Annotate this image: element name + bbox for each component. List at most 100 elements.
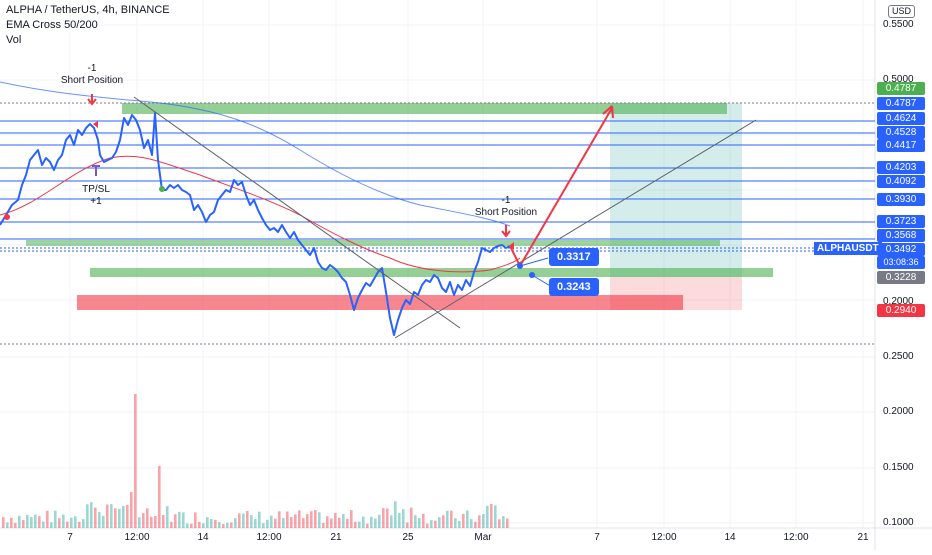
- volume-bar: [350, 510, 353, 528]
- volume-bar: [422, 513, 425, 528]
- volume-bar: [238, 513, 241, 528]
- grid-lines: [0, 0, 875, 528]
- price-tag: 0.4624: [877, 112, 925, 125]
- volume-bar: [470, 519, 473, 528]
- symbol-title[interactable]: ALPHA / TetherUS, 4h, BINANCE: [6, 4, 170, 16]
- resistance-zone[interactable]: [122, 103, 727, 114]
- volume-bar: [354, 521, 357, 528]
- volume-bar: [250, 515, 253, 528]
- volume-bar: [274, 518, 277, 528]
- volume-bar: [130, 491, 133, 528]
- volume-bar: [122, 505, 125, 528]
- volume-bar: [266, 519, 269, 528]
- short-position-label-2: Short Position: [474, 207, 538, 218]
- time-axis-label: 7: [594, 532, 600, 543]
- volume-bar: [70, 517, 73, 528]
- short-position-label: Short Position: [60, 75, 124, 86]
- volume-bar: [374, 518, 377, 528]
- volume-bar: [34, 514, 37, 528]
- volume-bar: [318, 512, 321, 528]
- volume-bar: [158, 466, 161, 528]
- volume-bar: [454, 518, 457, 528]
- volume-bar: [414, 515, 417, 528]
- volume-bar: [298, 510, 301, 528]
- ema200-line: [0, 81, 511, 227]
- time-axis-label: 25: [402, 532, 414, 543]
- volume-bar: [178, 511, 181, 528]
- level-lines[interactable]: [0, 120, 875, 240]
- descending-trendline[interactable]: [133, 96, 461, 329]
- ema50-line: [0, 155, 521, 273]
- indicator-label[interactable]: EMA Cross 50/200: [6, 19, 98, 31]
- volume-bar: [74, 516, 77, 528]
- stop-loss-zone[interactable]: [77, 295, 683, 310]
- projection-up-arrow[interactable]: [519, 107, 613, 267]
- volume-bar: [438, 517, 441, 528]
- volume-bar: [474, 521, 477, 528]
- volume-bar: [58, 518, 61, 528]
- volume-bar: [114, 508, 117, 528]
- volume-bar: [402, 509, 405, 528]
- mid-zone[interactable]: [26, 240, 720, 246]
- support-zone[interactable]: [90, 268, 773, 277]
- volume-bar: [194, 512, 197, 528]
- volume-bar: [342, 513, 345, 528]
- volume-bar: [314, 510, 317, 528]
- volume-bar: [494, 505, 497, 528]
- symbol-tag: ALPHAUSDT: [814, 242, 882, 255]
- price-bubble-lower[interactable]: 0.3243: [549, 278, 599, 296]
- green-dot-icon: [159, 186, 165, 192]
- volume-bar: [442, 515, 445, 528]
- volume-bar: [90, 502, 93, 528]
- projection-arrow-head: [602, 105, 614, 119]
- ascending-trendline[interactable]: [394, 119, 757, 339]
- volume-bar: [278, 511, 281, 528]
- volume-bar: [458, 521, 461, 528]
- volume-bar: [382, 508, 385, 528]
- volume-bar: [82, 519, 85, 528]
- volume-bar: [378, 514, 381, 528]
- volume-bar: [118, 508, 121, 528]
- volume-bar: [306, 514, 309, 528]
- volume-bar: [330, 518, 333, 528]
- price-tag: 0.4528: [877, 126, 925, 139]
- volume-bar: [42, 521, 45, 528]
- time-axis-label: Mar: [474, 532, 492, 543]
- volume-bar: [46, 510, 49, 528]
- volume-bar: [26, 514, 29, 528]
- volume-bar: [310, 511, 313, 528]
- volume-bar: [206, 517, 209, 528]
- volume-label[interactable]: Vol: [6, 34, 22, 46]
- price-tag: 0.3723: [877, 215, 925, 228]
- volume-bar: [446, 510, 449, 528]
- volume-bar: [102, 515, 105, 528]
- price-tag: 0.3228: [877, 271, 925, 284]
- volume-bar: [258, 511, 261, 528]
- time-axis-label: 21: [857, 532, 869, 543]
- volume-bar: [78, 521, 81, 528]
- volume-bar: [86, 504, 89, 528]
- short-position-count: -1: [87, 63, 97, 74]
- volume-bar: [418, 517, 421, 528]
- bubble-connector: [531, 274, 553, 288]
- volume-bar: [286, 511, 289, 528]
- volume-bar: [98, 512, 101, 528]
- volume-bars: [2, 394, 509, 528]
- volume-bar: [50, 522, 53, 528]
- volume-bar: [262, 523, 265, 528]
- volume-bar: [338, 517, 341, 528]
- volume-bar: [322, 522, 325, 528]
- price-axis-label: 0.5000: [883, 74, 914, 85]
- volume-bar: [150, 516, 153, 528]
- volume-bar: [182, 512, 185, 528]
- volume-bar: [366, 523, 369, 528]
- volume-bar: [242, 513, 245, 528]
- price-bubble-upper[interactable]: 0.3317: [549, 248, 599, 266]
- volume-bar: [478, 515, 481, 528]
- currency-button[interactable]: USD: [888, 5, 916, 18]
- volume-bar: [62, 514, 65, 528]
- price-axis-label: 0.2000: [883, 406, 914, 417]
- volume-bar: [346, 518, 349, 528]
